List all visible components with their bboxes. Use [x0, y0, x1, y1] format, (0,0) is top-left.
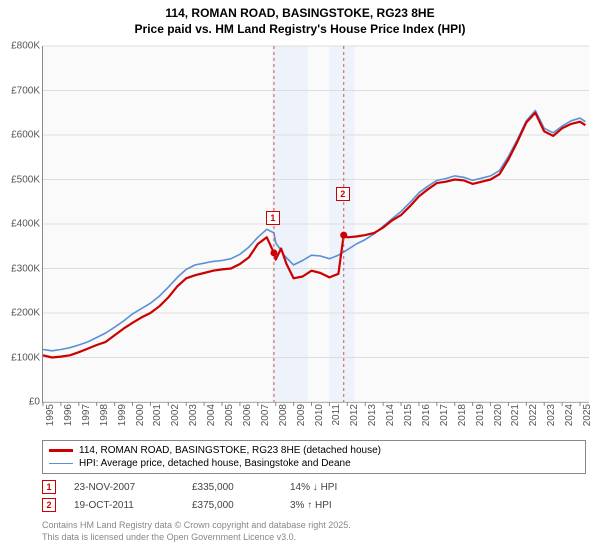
- chart-sale-marker-1: 1: [266, 211, 280, 225]
- sale-date: 19-OCT-2011: [74, 500, 174, 511]
- x-tick-label: 2019: [475, 404, 486, 434]
- x-tick-label: 2007: [260, 404, 271, 434]
- x-tick-label: 2000: [135, 404, 146, 434]
- footnote-line-1: Contains HM Land Registry data © Crown c…: [42, 520, 351, 532]
- y-tick-label: £200K: [0, 308, 40, 319]
- x-tick-label: 2011: [331, 404, 342, 434]
- x-tick-label: 2017: [439, 404, 450, 434]
- chart-sale-marker-2: 2: [336, 187, 350, 201]
- x-tick-label: 1999: [117, 404, 128, 434]
- legend-row-hpi: HPI: Average price, detached house, Basi…: [49, 457, 579, 470]
- y-tick-label: £400K: [0, 219, 40, 230]
- x-tick-label: 2018: [457, 404, 468, 434]
- x-tick-label: 2008: [278, 404, 289, 434]
- x-tick-label: 2013: [367, 404, 378, 434]
- x-tick-label: 1998: [99, 404, 110, 434]
- x-tick-label: 2003: [188, 404, 199, 434]
- legend-label-hpi: HPI: Average price, detached house, Basi…: [79, 458, 351, 469]
- x-tick-label: 2016: [421, 404, 432, 434]
- y-tick-label: £500K: [0, 174, 40, 185]
- x-tick-label: 2025: [582, 404, 593, 434]
- title-line-2: Price paid vs. HM Land Registry's House …: [0, 22, 600, 38]
- x-tick-label: 2005: [224, 404, 235, 434]
- plot-area: [42, 46, 589, 403]
- x-tick-label: 2006: [242, 404, 253, 434]
- x-tick-label: 1997: [81, 404, 92, 434]
- legend-label-property: 114, ROMAN ROAD, BASINGSTOKE, RG23 8HE (…: [79, 445, 381, 456]
- x-tick-label: 2014: [385, 404, 396, 434]
- chart-container: 114, ROMAN ROAD, BASINGSTOKE, RG23 8HE P…: [0, 0, 600, 560]
- x-tick-label: 2020: [493, 404, 504, 434]
- y-tick-label: £300K: [0, 263, 40, 274]
- legend-swatch-hpi: [49, 463, 73, 465]
- x-tick-label: 2009: [296, 404, 307, 434]
- sale-marker-1: 1: [42, 480, 56, 494]
- x-tick-label: 2015: [403, 404, 414, 434]
- title-line-1: 114, ROMAN ROAD, BASINGSTOKE, RG23 8HE: [0, 6, 600, 22]
- sale-diff: 3% ↑ HPI: [290, 500, 380, 511]
- y-tick-label: £100K: [0, 352, 40, 363]
- x-tick-label: 2010: [314, 404, 325, 434]
- plot-svg: [43, 46, 589, 402]
- table-row: 1 23-NOV-2007 £335,000 14% ↓ HPI: [42, 478, 380, 496]
- sale-diff: 14% ↓ HPI: [290, 482, 380, 493]
- sale-price: £375,000: [192, 500, 272, 511]
- x-tick-label: 1995: [45, 404, 56, 434]
- x-tick-label: 2021: [510, 404, 521, 434]
- footnote: Contains HM Land Registry data © Crown c…: [42, 520, 351, 543]
- y-tick-label: £600K: [0, 130, 40, 141]
- legend-swatch-property: [49, 449, 73, 451]
- x-tick-label: 2022: [528, 404, 539, 434]
- x-tick-label: 2024: [564, 404, 575, 434]
- x-tick-label: 2012: [349, 404, 360, 434]
- footnote-line-2: This data is licensed under the Open Gov…: [42, 532, 351, 544]
- sale-price: £335,000: [192, 482, 272, 493]
- sale-marker-2: 2: [42, 498, 56, 512]
- x-tick-label: 2002: [170, 404, 181, 434]
- x-tick-label: 2023: [546, 404, 557, 434]
- x-tick-label: 1996: [63, 404, 74, 434]
- sale-date: 23-NOV-2007: [74, 482, 174, 493]
- y-tick-label: £700K: [0, 85, 40, 96]
- x-tick-label: 2001: [152, 404, 163, 434]
- legend-row-property: 114, ROMAN ROAD, BASINGSTOKE, RG23 8HE (…: [49, 444, 579, 457]
- y-tick-label: £800K: [0, 41, 40, 52]
- table-row: 2 19-OCT-2011 £375,000 3% ↑ HPI: [42, 496, 380, 514]
- sales-table: 1 23-NOV-2007 £335,000 14% ↓ HPI 2 19-OC…: [42, 478, 380, 514]
- legend: 114, ROMAN ROAD, BASINGSTOKE, RG23 8HE (…: [42, 440, 586, 474]
- y-tick-label: £0: [0, 397, 40, 408]
- chart-title: 114, ROMAN ROAD, BASINGSTOKE, RG23 8HE P…: [0, 0, 600, 37]
- x-tick-label: 2004: [206, 404, 217, 434]
